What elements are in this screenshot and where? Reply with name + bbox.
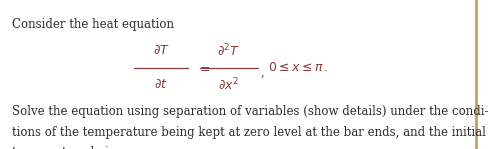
- Text: ,: ,: [260, 66, 264, 79]
- Text: Consider the heat equation: Consider the heat equation: [12, 18, 174, 31]
- Text: $\partial t$: $\partial t$: [154, 78, 168, 91]
- Text: $=$: $=$: [197, 61, 210, 74]
- Text: $\partial T$: $\partial T$: [153, 44, 169, 57]
- Text: tions of the temperature being kept at zero level at the bar ends, and the initi: tions of the temperature being kept at z…: [12, 126, 485, 139]
- Text: temperature being: temperature being: [12, 146, 124, 149]
- Text: $\partial^2 T$: $\partial^2 T$: [217, 42, 240, 59]
- Text: Solve the equation using separation of variables (show details) under the condi-: Solve the equation using separation of v…: [12, 105, 488, 118]
- Text: $0 \leq x \leq \pi\,.$: $0 \leq x \leq \pi\,.$: [267, 61, 327, 74]
- Text: $\partial x^2$: $\partial x^2$: [218, 77, 239, 93]
